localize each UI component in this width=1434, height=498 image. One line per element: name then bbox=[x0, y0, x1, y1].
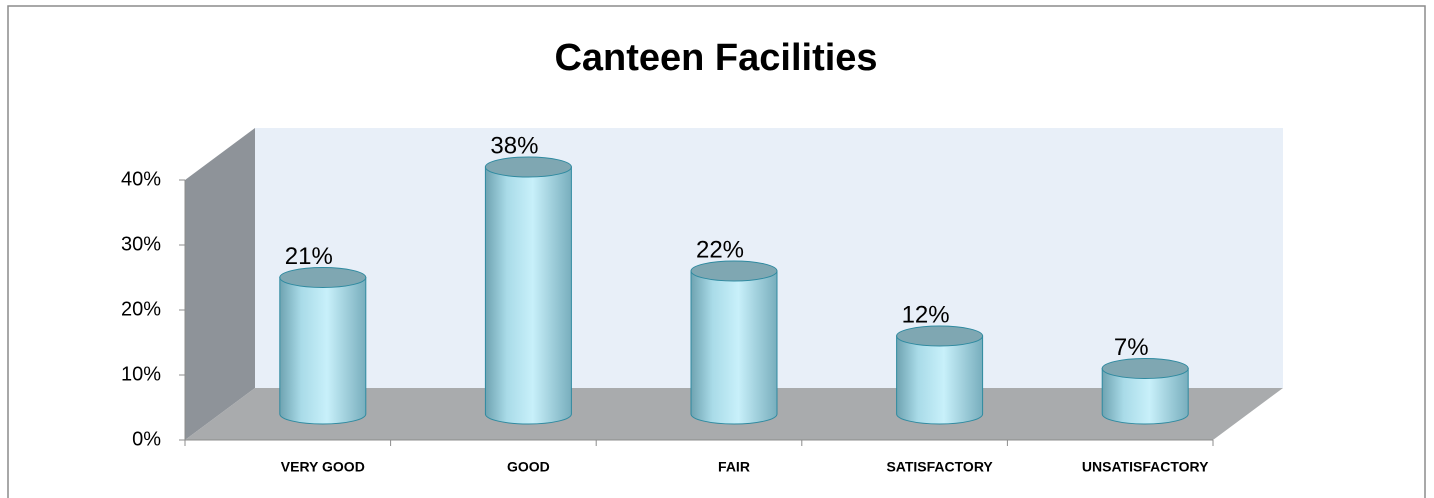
cylinder bbox=[484, 166, 572, 425]
y-tick-label: 10% bbox=[121, 363, 161, 385]
cylinder-top bbox=[1101, 358, 1189, 379]
x-tick-label: SATISFACTORY bbox=[886, 459, 993, 475]
cylinder bbox=[1101, 368, 1189, 425]
value-label: 38% bbox=[490, 132, 538, 159]
chart-title: Canteen Facilities bbox=[554, 37, 877, 79]
y-tick-label: 30% bbox=[121, 233, 161, 255]
cylinder bbox=[896, 335, 984, 425]
cylinder-top bbox=[896, 325, 984, 347]
value-label: 22% bbox=[696, 236, 744, 263]
value-label: 12% bbox=[902, 301, 950, 328]
side-wall bbox=[185, 128, 255, 440]
value-label: 21% bbox=[285, 243, 333, 270]
x-tick-label: VERY GOOD bbox=[281, 459, 365, 475]
cylinder-top bbox=[690, 260, 778, 282]
y-tick-label: 0% bbox=[132, 428, 161, 450]
x-tick-label: GOOD bbox=[507, 459, 550, 475]
value-label: 7% bbox=[1114, 334, 1149, 361]
x-tick-label: FAIR bbox=[718, 459, 750, 475]
cylinder-top bbox=[279, 267, 367, 288]
x-tick-label: UNSATISFACTORY bbox=[1082, 459, 1209, 475]
y-tick-label: 20% bbox=[121, 298, 161, 320]
cylinder-top bbox=[484, 156, 572, 178]
cylinder bbox=[690, 270, 778, 425]
y-tick-label: 40% bbox=[121, 168, 161, 190]
cylinder bbox=[279, 277, 367, 425]
